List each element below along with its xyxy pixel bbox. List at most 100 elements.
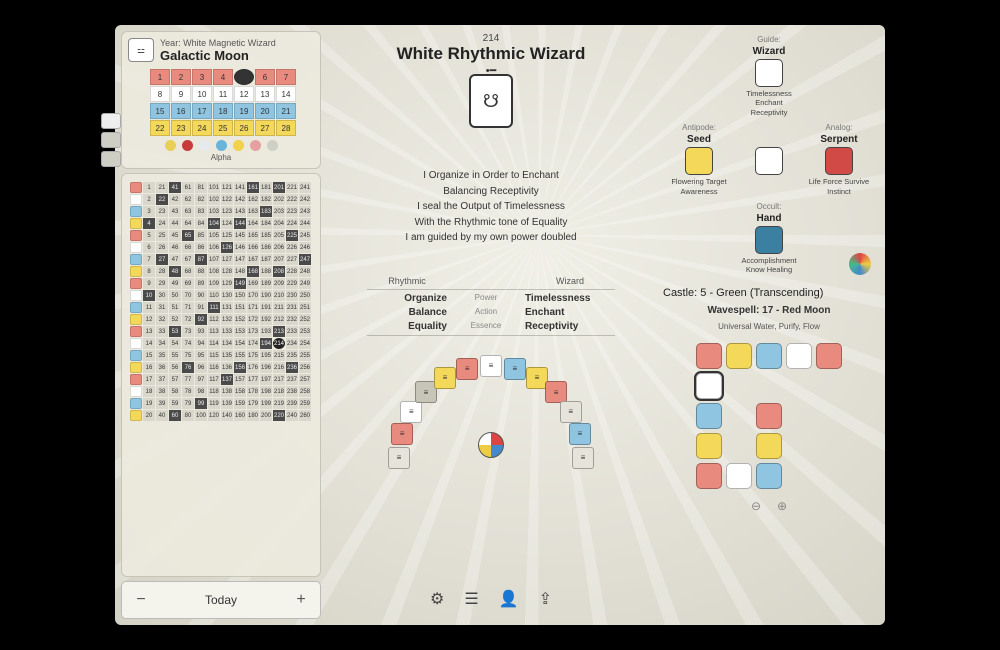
calendar-day[interactable]: 1 [150, 69, 170, 85]
tzolkin-cell[interactable]: 27 [156, 254, 168, 265]
tzolkin-cell[interactable]: 185 [260, 230, 272, 241]
tzolkin-cell[interactable]: 231 [286, 302, 298, 313]
next-day-button[interactable]: + [290, 587, 312, 613]
tzolkin-cell[interactable]: 207 [273, 254, 285, 265]
tzolkin-cell[interactable]: 82 [195, 194, 207, 205]
tzolkin-cell[interactable]: 154 [234, 338, 246, 349]
tzolkin-cell[interactable]: 245 [299, 230, 311, 241]
tzolkin-cell[interactable]: 65 [182, 230, 194, 241]
tzolkin-cell[interactable]: 257 [299, 374, 311, 385]
tzolkin-cell[interactable]: 155 [234, 350, 246, 361]
tzolkin-cell[interactable]: 6 [143, 242, 155, 253]
tzolkin-seal-icon[interactable] [130, 326, 142, 337]
tzolkin-cell[interactable]: 66 [182, 242, 194, 253]
oracle-guide[interactable]: Guide: Wizard Timelessness Enchant Recep… [737, 35, 801, 117]
tzolkin-cell[interactable]: 239 [286, 398, 298, 409]
calendar-day[interactable]: 14 [276, 86, 296, 102]
tzolkin-cell[interactable]: 183 [260, 206, 272, 217]
tzolkin-cell[interactable]: 55 [169, 350, 181, 361]
calendar-day[interactable]: 24 [192, 120, 212, 136]
tzolkin-cell[interactable]: 63 [182, 206, 194, 217]
calendar-day[interactable]: 7 [276, 69, 296, 85]
tzolkin-cell[interactable]: 43 [169, 206, 181, 217]
tzolkin-cell[interactable]: 45 [169, 230, 181, 241]
tzolkin-cell[interactable]: 56 [169, 362, 181, 373]
tzolkin-cell[interactable]: 219 [273, 398, 285, 409]
tzolkin-cell[interactable]: 105 [208, 230, 220, 241]
tzolkin-cell[interactable]: 197 [260, 374, 272, 385]
tzolkin-cell[interactable]: 32 [156, 314, 168, 325]
tzolkin-cell[interactable]: 176 [247, 362, 259, 373]
tzolkin-cell[interactable]: 244 [299, 218, 311, 229]
tzolkin-cell[interactable]: 220 [273, 410, 285, 421]
tzolkin-cell[interactable]: 170 [247, 290, 259, 301]
calendar-day[interactable]: 21 [276, 103, 296, 119]
tzolkin-cell[interactable]: 164 [247, 218, 259, 229]
wavespell-cell[interactable] [726, 343, 752, 369]
tzolkin-cell[interactable]: 150 [234, 290, 246, 301]
tzolkin-cell[interactable]: 243 [299, 206, 311, 217]
wavespell-cell[interactable] [696, 433, 722, 459]
wavespell-cell[interactable] [756, 433, 782, 459]
tzolkin-cell[interactable]: 160 [234, 410, 246, 421]
tzolkin-cell[interactable]: 44 [169, 218, 181, 229]
tzolkin-cell[interactable]: 217 [273, 374, 285, 385]
tzolkin-cell[interactable]: 193 [260, 326, 272, 337]
tzolkin-cell[interactable]: 139 [221, 398, 233, 409]
tzolkin-cell[interactable]: 53 [169, 326, 181, 337]
tzolkin-seal-icon[interactable] [130, 374, 142, 385]
wavespell-arc[interactable]: ≡≡≡≡≡≡≡≡≡≡≡≡≡ [376, 352, 606, 462]
tzolkin-cell[interactable]: 186 [260, 242, 272, 253]
tzolkin-cell[interactable]: 174 [247, 338, 259, 349]
arc-tone[interactable]: ≡ [560, 401, 582, 423]
tzolkin-cell[interactable]: 222 [286, 194, 298, 205]
tzolkin-cell[interactable]: 162 [247, 194, 259, 205]
tzolkin-cell[interactable]: 73 [182, 326, 194, 337]
tzolkin-cell[interactable]: 89 [195, 278, 207, 289]
tzolkin-cell[interactable]: 30 [156, 290, 168, 301]
tzolkin-cell[interactable]: 211 [273, 302, 285, 313]
tzolkin-cell[interactable]: 149 [234, 278, 246, 289]
tzolkin-cell[interactable]: 8 [143, 266, 155, 277]
tzolkin-cell[interactable]: 124 [221, 218, 233, 229]
tzolkin-cell[interactable]: 34 [156, 338, 168, 349]
tzolkin-cell[interactable]: 145 [234, 230, 246, 241]
tzolkin-cell[interactable]: 131 [221, 302, 233, 313]
prev-day-button[interactable]: − [130, 587, 152, 613]
tzolkin-cell[interactable]: 134 [221, 338, 233, 349]
tzolkin-cell[interactable]: 120 [208, 410, 220, 421]
arc-tone[interactable]: ≡ [569, 423, 591, 445]
tzolkin-cell[interactable]: 118 [208, 386, 220, 397]
tzolkin-cell[interactable]: 172 [247, 314, 259, 325]
tzolkin-cell[interactable]: 169 [247, 278, 259, 289]
tzolkin-cell[interactable]: 159 [234, 398, 246, 409]
tzolkin-cell[interactable]: 240 [286, 410, 298, 421]
tzolkin-cell[interactable]: 111 [208, 302, 220, 313]
arc-tone[interactable]: ≡ [400, 401, 422, 423]
tzolkin-cell[interactable]: 20 [143, 410, 155, 421]
tzolkin-cell[interactable]: 74 [182, 338, 194, 349]
today-button[interactable]: Today [205, 593, 237, 607]
tzolkin-cell[interactable]: 117 [208, 374, 220, 385]
tzolkin-cell[interactable]: 51 [169, 302, 181, 313]
arc-tone[interactable]: ≡ [572, 447, 594, 469]
tzolkin-cell[interactable]: 107 [208, 254, 220, 265]
tzolkin-cell[interactable]: 188 [260, 266, 272, 277]
tzolkin-cell[interactable]: 92 [195, 314, 207, 325]
tzolkin-cell[interactable]: 86 [195, 242, 207, 253]
tzolkin-seal-icon[interactable] [130, 386, 142, 397]
tzolkin-cell[interactable]: 18 [143, 386, 155, 397]
calendar-day[interactable]: 26 [234, 120, 254, 136]
oracle-destiny[interactable] [737, 123, 801, 196]
tzolkin-cell[interactable]: 141 [234, 182, 246, 193]
tzolkin-cell[interactable]: 194 [260, 338, 272, 349]
tzolkin-cell[interactable]: 83 [195, 206, 207, 217]
tzolkin-cell[interactable]: 94 [195, 338, 207, 349]
calendar-day[interactable]: 28 [276, 120, 296, 136]
tzolkin-cell[interactable]: 165 [247, 230, 259, 241]
tzolkin-cell[interactable]: 136 [221, 362, 233, 373]
tzolkin-cell[interactable]: 39 [156, 398, 168, 409]
tzolkin-cell[interactable]: 146 [234, 242, 246, 253]
destiny-seal-icon[interactable]: •━ ☋ [469, 74, 513, 128]
oracle-antipode[interactable]: Antipode: Seed Flowering Target Awarenes… [667, 123, 731, 196]
